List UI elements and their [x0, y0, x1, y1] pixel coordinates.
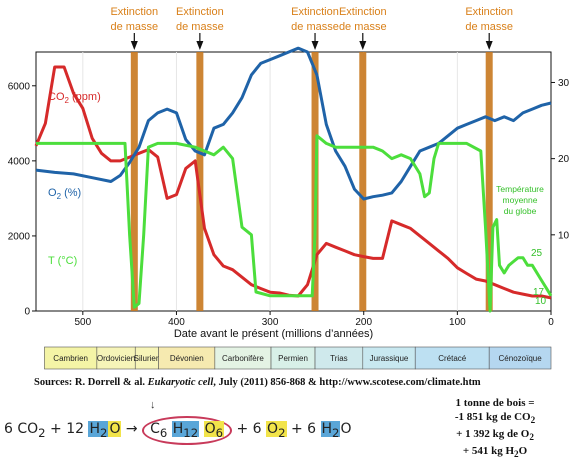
extinction-label-line1: Extinction: [176, 6, 224, 18]
y-left-tick-label: 2000: [8, 231, 31, 242]
x-tick-label: 200: [355, 317, 372, 328]
extinction-label-line2: de masse: [110, 21, 158, 33]
x-tick-label: 500: [74, 317, 91, 328]
extinction-label-line1: Extinction: [465, 6, 513, 18]
period-label: Ordovicien: [97, 354, 135, 363]
wood-line-4: + 541 kg H2O: [462, 445, 528, 460]
extinction-label-line1: Extinction: [110, 6, 158, 18]
temperature-value: 25: [531, 248, 543, 259]
eq-plus-6a: + 6: [232, 421, 267, 437]
y-left-tick-label: 4000: [8, 156, 31, 167]
period-label: Cambrien: [53, 354, 88, 363]
photosynthesis-equation: 6 CO2 + 12 H2 O → C6 H12 O6 + 6 O2 + 6 H2…: [4, 416, 351, 445]
sources-prefix: Sources: R. Dorrell & al.: [34, 377, 148, 388]
plot-area: [35, 51, 552, 312]
y-left-tick-label: 6000: [8, 81, 31, 92]
series-label-2: T (°C): [48, 255, 77, 267]
period-label: Trias: [330, 354, 347, 363]
period-label: Carbonifère: [222, 354, 264, 363]
period-label: Silurien: [134, 354, 161, 363]
plot-frame: [35, 51, 552, 312]
wood-line-1: 1 tonne de bois =: [455, 397, 535, 409]
temperature-callout-line: Température: [496, 184, 544, 194]
wood-line-3: + 1 392 kg de O2: [456, 428, 534, 443]
period-label: Permien: [278, 354, 308, 363]
eq-co2: 6 CO2: [4, 421, 46, 440]
y-left-tick-label: 0: [24, 307, 30, 318]
eq-h2o-1-o: O: [108, 421, 122, 437]
extinction-label-line2: de masse: [176, 21, 224, 33]
extinction-label-line2: de masse: [465, 21, 513, 33]
wood-line-2: -1 851 kg de CO2: [454, 411, 536, 426]
period-label: Dévonien: [170, 354, 204, 363]
y-right-tick-label: 20: [558, 154, 570, 165]
sources-suffix: , July (2011) 856-868 & http://www.scote…: [213, 377, 481, 388]
series-line-2: [36, 134, 553, 313]
extinction-band: [359, 52, 367, 311]
period-label: Crétacé: [438, 354, 467, 363]
temperature-callout-line: moyenne: [503, 195, 538, 205]
wood-balance: 1 tonne de bois = -1 851 kg de CO2 + 1 3…: [420, 396, 570, 462]
extinction-label-line1: Extinction: [339, 6, 387, 18]
eq-h2o-2-h: H2: [320, 421, 341, 440]
eq-o2: O2: [266, 421, 287, 440]
x-tick-label: 100: [449, 317, 466, 328]
x-tick-label: 0: [548, 317, 554, 328]
eq-plus-6b: + 6: [286, 421, 321, 437]
series-line-1: [35, 46, 552, 201]
temperature-value: 10: [535, 296, 547, 307]
extinction-arrow-icon: [359, 41, 367, 50]
eq-h2o-1-h: H2: [88, 421, 109, 440]
series-label-0: CO2 (ppm): [48, 91, 101, 105]
eq-arrow: →: [121, 421, 143, 437]
down-arrow-icon: ↓: [150, 399, 156, 411]
temperature-value: 17: [533, 287, 545, 298]
y-right-tick-label: 30: [558, 78, 570, 89]
sources-journal: Eukaryotic cell: [147, 377, 214, 388]
period-cell: [488, 346, 552, 370]
paleoclimate-chart: 500 400 300 200 100 0 0 2000 4000 6000 10 20 30 Date …: [8, 6, 570, 370]
axes: 500 400 300 200 100 0 0 2000 4000 6000 10 20 30 Date …: [8, 78, 570, 340]
extinction-band: [130, 52, 138, 311]
extinction-label-line2: de masse: [291, 21, 339, 33]
series-lines: [34, 46, 553, 313]
eq-glucose: C6 H12 O6: [142, 416, 233, 445]
extinction-arrow-icon: [311, 41, 319, 50]
sources-note: Sources: R. Dorrell & al. Eukaryotic cel…: [34, 377, 481, 388]
series-label-1: O2 (%): [48, 187, 81, 201]
x-tick-label: 400: [168, 317, 185, 328]
extinction-band: [485, 52, 493, 311]
x-axis-label: Date avant le présent (millions d’années…: [174, 328, 373, 340]
period-label: Jurassique: [370, 354, 409, 363]
x-tick-label: 300: [262, 317, 279, 328]
extinction-label-line1: Extinction: [291, 6, 339, 18]
extinction-band: [196, 52, 204, 311]
eq-h2o-2-o: O: [340, 421, 352, 437]
extinction-arrow-icon: [130, 41, 138, 50]
extinction-arrow-icon: [196, 41, 204, 50]
extinction-label-line2: de masse: [339, 21, 387, 33]
eq-plus-12: + 12: [45, 421, 89, 437]
y-right-tick-label: 10: [558, 230, 570, 241]
temperature-callout-line: du globe: [504, 206, 537, 216]
period-label: Cénozoïque: [499, 354, 543, 363]
extinction-arrow-icon: [485, 41, 493, 50]
